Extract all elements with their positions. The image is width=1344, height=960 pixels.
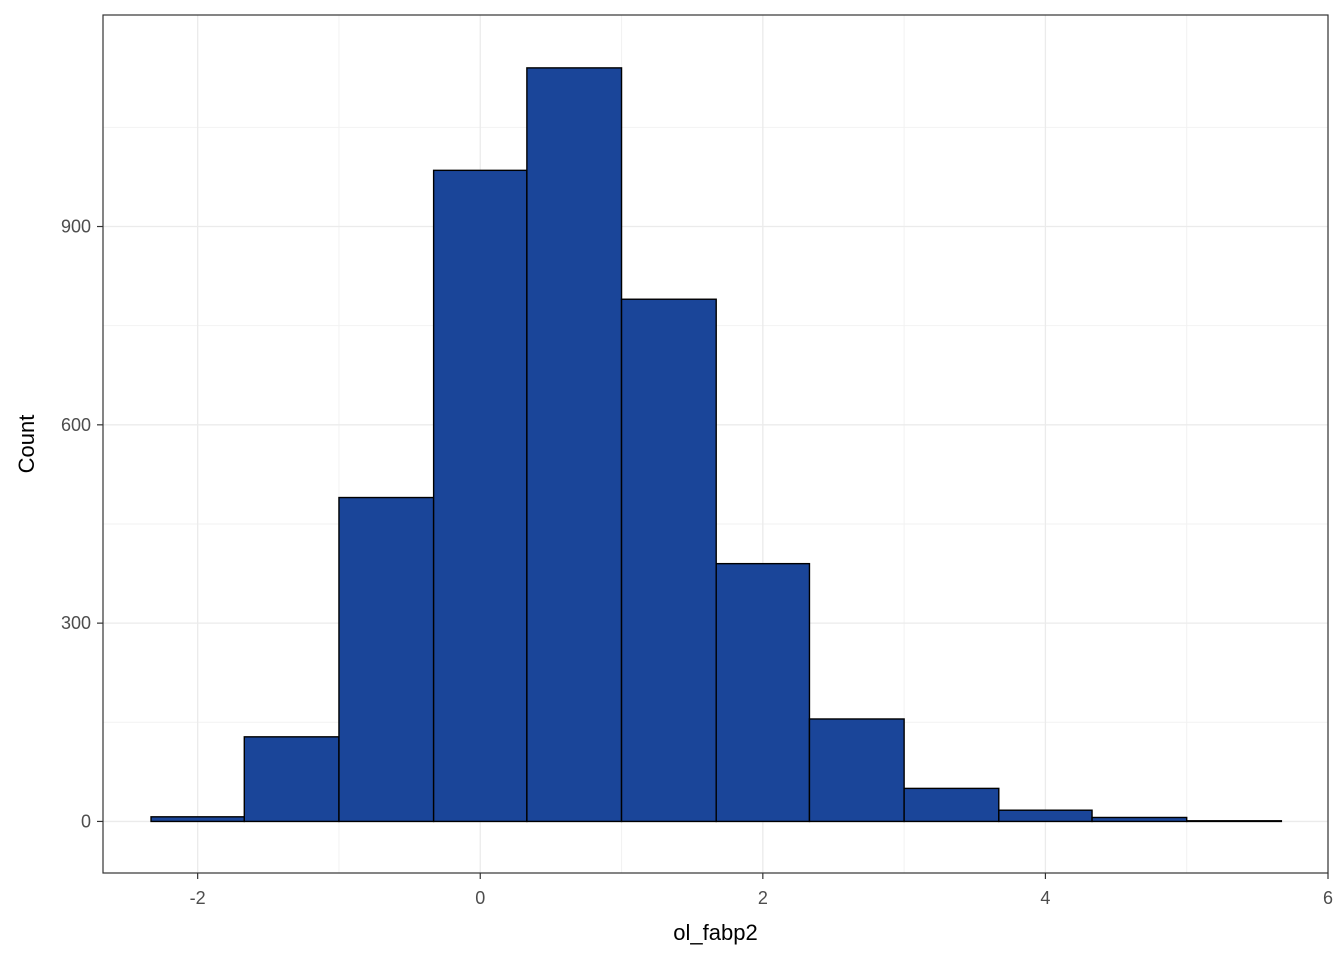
histogram-bar-1 <box>150 816 245 823</box>
histogram-bars <box>150 67 1283 823</box>
x-tick-label: 2 <box>758 888 768 908</box>
y-tick-label: 0 <box>81 811 91 831</box>
panel-border <box>102 14 1329 874</box>
x-axis-ticks: -2 0 2 4 6 <box>190 873 1333 908</box>
histogram-bar-11 <box>1091 816 1188 823</box>
histogram-bar-9 <box>903 787 1000 823</box>
y-axis-title: Count <box>14 415 39 474</box>
histogram-bar-3 <box>338 496 435 823</box>
x-tick-label: -2 <box>190 888 206 908</box>
x-tick-label: 6 <box>1323 888 1333 908</box>
x-axis-title: ol_fabp2 <box>673 920 757 945</box>
y-tick-label: 600 <box>61 415 91 435</box>
histogram-bar-8 <box>808 718 905 823</box>
histogram-bar-7 <box>715 562 811 823</box>
histogram-bar-12 <box>1186 820 1283 823</box>
y-tick-label: 900 <box>61 217 91 237</box>
y-axis-ticks: 0 300 600 900 <box>61 217 103 831</box>
histogram-bar-5 <box>526 67 623 823</box>
histogram-bar-6 <box>620 298 717 823</box>
y-tick-label: 300 <box>61 613 91 633</box>
histogram-bar-4 <box>432 169 528 823</box>
histogram-bar-10 <box>998 809 1093 823</box>
x-tick-label: 0 <box>475 888 485 908</box>
x-tick-label: 4 <box>1040 888 1050 908</box>
histogram-bar-2 <box>243 736 340 823</box>
